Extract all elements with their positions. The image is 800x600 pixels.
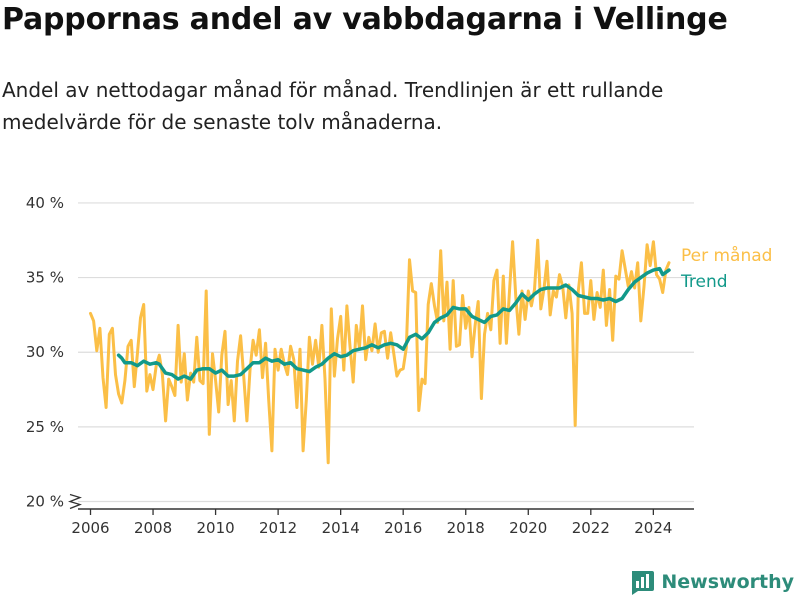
y-tick-label: 35 % xyxy=(26,269,64,287)
x-tick-label: 2008 xyxy=(134,519,172,537)
series-line-per-manad xyxy=(89,238,671,465)
y-tick-label: 25 % xyxy=(26,418,64,436)
legend-label-per-manad: Per månad xyxy=(681,245,772,266)
x-tick-label: 2020 xyxy=(509,519,547,537)
x-tick-label: 2006 xyxy=(71,519,109,537)
x-tick-label: 2010 xyxy=(196,519,234,537)
axis-break-icon xyxy=(68,493,82,510)
x-tick-label: 2018 xyxy=(447,519,485,537)
series-line-trend xyxy=(116,266,671,381)
chart-subtitle: Andel av nettodagar månad för månad. Tre… xyxy=(2,78,664,134)
series-lines xyxy=(89,238,671,465)
x-tick-label: 2012 xyxy=(259,519,297,537)
x-tick-label: 2022 xyxy=(572,519,610,537)
legend: Per månad Trend xyxy=(680,245,772,292)
legend-label-trend: Trend xyxy=(680,272,728,292)
x-axis: 2006 2008 2010 2012 2014 2016 2018 2020 2022 2024 xyxy=(71,508,694,537)
y-tick-label: 20 % xyxy=(26,493,64,511)
bar-chart-logo-icon xyxy=(632,571,655,595)
brand-name: Newsworthy xyxy=(661,571,794,593)
chart-title: Pappornas andel av vabbdagarna i Velling… xyxy=(2,2,728,37)
x-tick-label: 2024 xyxy=(634,519,672,537)
newsworthy-brand: Newsworthy xyxy=(629,569,794,595)
y-axis: 20 % 25 % 30 % 35 % 40 % xyxy=(26,194,82,511)
y-tick-label: 30 % xyxy=(26,343,64,361)
y-tick-label: 40 % xyxy=(26,194,64,212)
x-tick-label: 2014 xyxy=(322,519,360,537)
x-tick-label: 2016 xyxy=(384,519,422,537)
